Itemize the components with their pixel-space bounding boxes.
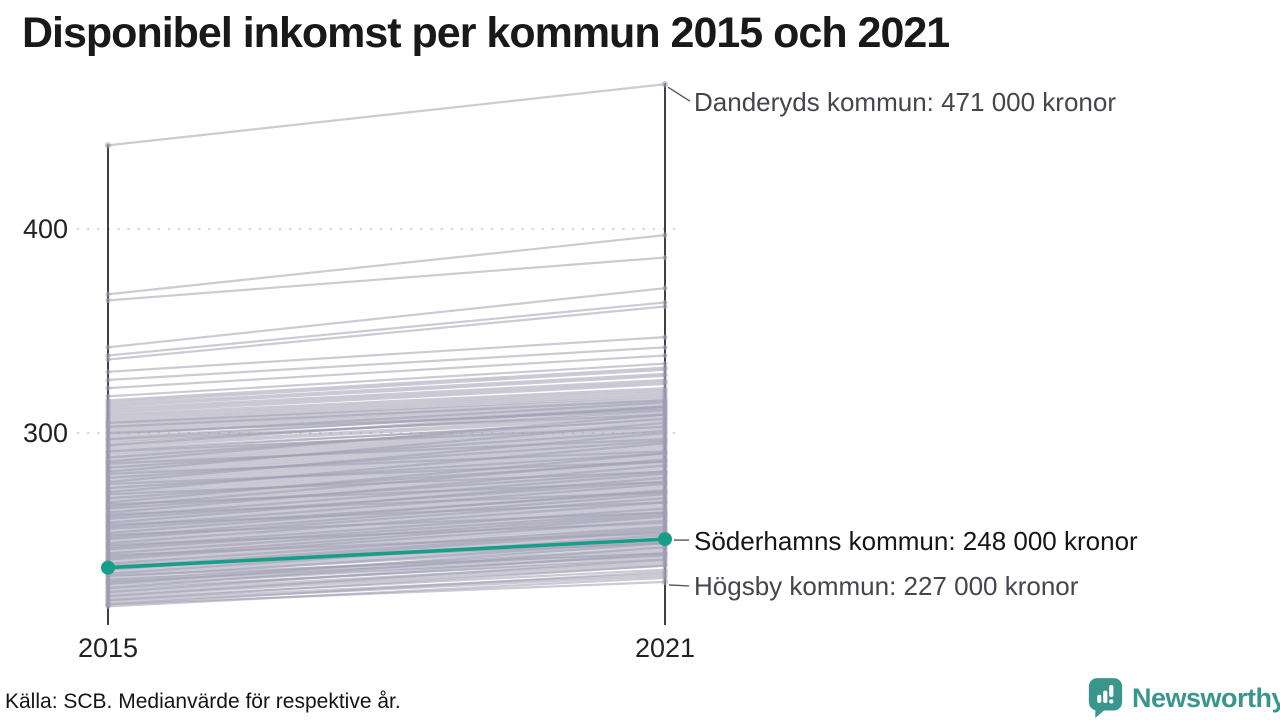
source-note: Källa: SCB. Medianvärde för respektive å… (5, 690, 401, 713)
newsworthy-logo-text: Newsworthy (1132, 682, 1280, 713)
newsworthy-logo-icon (1088, 678, 1123, 718)
x-axis-label-2015: 2015 (77, 633, 139, 663)
annotation-soderhamn: Söderhamns kommun: 248 000 kronor (694, 526, 1138, 557)
background-lines (104, 80, 669, 610)
y-axis-tick-300: 300 (22, 418, 68, 448)
newsworthy-logo: Newsworthy (1087, 677, 1280, 719)
y-axis-tick-400: 400 (22, 214, 68, 244)
highlight-line (101, 532, 672, 575)
annotation-leader-lines (667, 86, 691, 587)
page-title: Disponibel inkomst per kommun 2015 och 2… (22, 9, 950, 57)
annotation-danderyd: Danderyds kommun: 471 000 kronor (694, 87, 1117, 118)
x-axis-label-2021: 2021 (634, 633, 696, 663)
annotation-hogsby: Högsby kommun: 227 000 kronor (694, 570, 1079, 601)
